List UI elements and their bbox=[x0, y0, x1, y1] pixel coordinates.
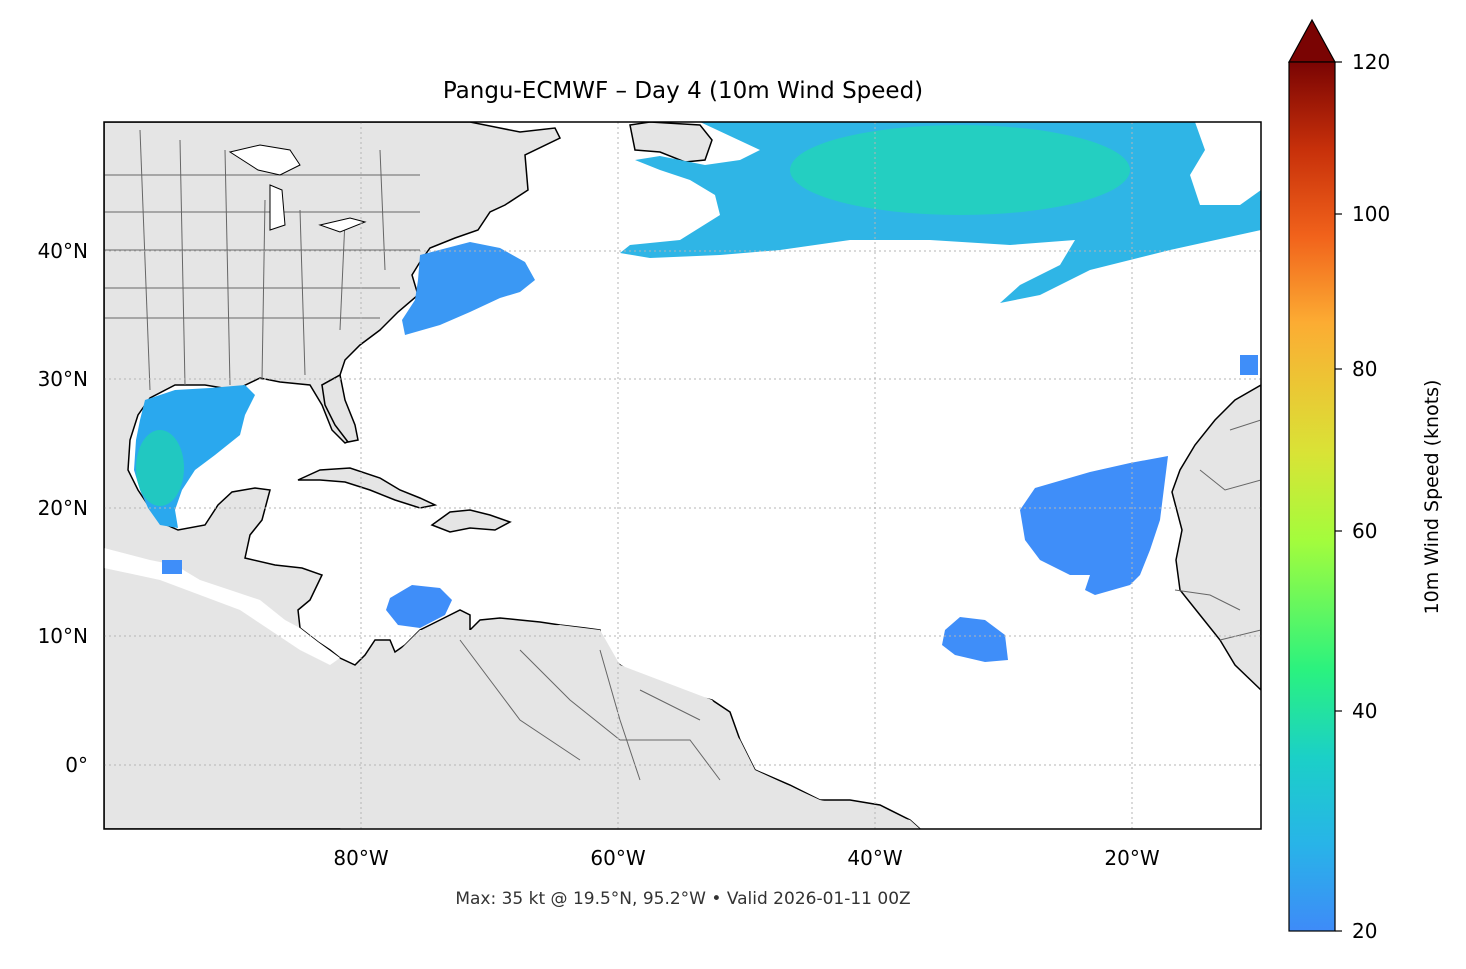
lon-label-20w: 20°W bbox=[1104, 846, 1159, 870]
colorbar-gradient bbox=[1288, 61, 1336, 932]
latitude-labels: 40°N 30°N 20°N 10°N 0° bbox=[38, 239, 88, 777]
colorbar: 120 100 80 60 40 20 10m Wind Speed (knot… bbox=[1287, 18, 1443, 943]
newfoundland bbox=[629, 122, 713, 163]
wind-gulf-core bbox=[136, 430, 184, 506]
colorbar-tick-100: 100 bbox=[1352, 202, 1390, 226]
colorbar-tick-20: 20 bbox=[1352, 919, 1377, 943]
lat-label-0: 0° bbox=[65, 753, 88, 777]
political-borders bbox=[104, 129, 1261, 781]
map-frame bbox=[103, 121, 1262, 830]
lon-label-80w: 80°W bbox=[333, 846, 388, 870]
south-america-fill bbox=[340, 625, 920, 829]
cuba-island bbox=[297, 467, 438, 509]
map-panel bbox=[104, 122, 1261, 829]
lat-label-20n: 20°N bbox=[38, 496, 88, 520]
lon-label-60w: 60°W bbox=[590, 846, 645, 870]
colorbar-tick-40: 40 bbox=[1352, 699, 1377, 723]
colorbar-extend-arrow bbox=[1287, 18, 1337, 63]
wind-us-east-coast bbox=[402, 242, 535, 335]
lat-label-10n: 10°N bbox=[38, 624, 88, 648]
lon-label-40w: 40°W bbox=[847, 846, 902, 870]
map-title: Pangu-ECMWF – Day 4 (10m Wind Speed) bbox=[443, 78, 923, 104]
wind-small-patch-pacific bbox=[162, 560, 182, 574]
wind-small-patch-east bbox=[1240, 355, 1258, 375]
florida bbox=[321, 373, 359, 443]
colorbar-tick-80: 80 bbox=[1352, 357, 1377, 381]
hispaniola-island bbox=[430, 509, 512, 533]
wind-north-atlantic-core bbox=[790, 125, 1130, 215]
africa-land bbox=[1171, 384, 1261, 692]
lat-label-30n: 30°N bbox=[38, 367, 88, 391]
colorbar-tick-60: 60 bbox=[1352, 519, 1377, 543]
wind-central-tropical-atlantic bbox=[942, 617, 1008, 662]
footer-max-info: Max: 35 kt @ 19.5°N, 95.2°W • Valid 2026… bbox=[455, 889, 910, 909]
great-lakes bbox=[228, 144, 367, 233]
longitude-labels: 80°W 60°W 40°W 20°W bbox=[333, 846, 1159, 870]
wind-eastern-tropical-atlantic bbox=[1020, 456, 1168, 595]
lat-label-40n: 40°N bbox=[38, 239, 88, 263]
colorbar-tick-120: 120 bbox=[1352, 50, 1390, 74]
wind-caribbean bbox=[386, 585, 452, 628]
colorbar-label: 10m Wind Speed (knots) bbox=[1421, 380, 1443, 615]
